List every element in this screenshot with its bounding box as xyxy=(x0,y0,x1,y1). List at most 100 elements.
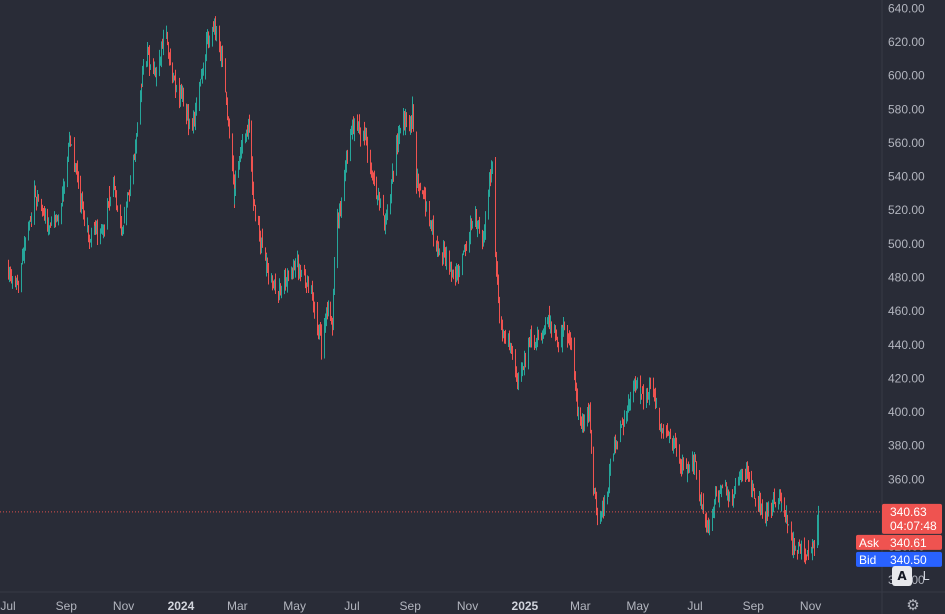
candle-body xyxy=(516,369,517,378)
candle-body xyxy=(703,501,704,513)
candle-body xyxy=(564,324,565,330)
candle-body xyxy=(341,198,342,212)
candle-body xyxy=(267,263,268,266)
candle-body xyxy=(523,367,524,370)
candle-body xyxy=(399,132,400,137)
candle-body xyxy=(324,321,325,355)
candle-body xyxy=(797,551,798,553)
candle-body xyxy=(663,428,664,433)
time-axis[interactable]: Jul Sep Nov 2024 Mar May Jul Sep Nov 2025 Mar May Ju… xyxy=(0,599,821,613)
bid-value: 340.50 xyxy=(890,553,927,567)
candle-body xyxy=(22,256,23,263)
candle-body xyxy=(491,164,492,180)
candle-body xyxy=(43,214,44,216)
candle-body xyxy=(393,172,394,177)
candle-body xyxy=(187,112,188,114)
candle-body xyxy=(463,253,464,255)
candle-body xyxy=(762,506,763,514)
candle-body xyxy=(56,214,57,221)
candle-body xyxy=(633,384,634,399)
candle-body xyxy=(634,381,635,384)
candle-body xyxy=(799,542,800,546)
gear-icon[interactable]: ⚙ xyxy=(906,597,920,614)
candle-body xyxy=(733,497,734,503)
candle-body xyxy=(537,333,538,342)
candle-body xyxy=(371,168,372,176)
candle-body xyxy=(615,442,616,450)
candle-body xyxy=(727,488,728,493)
candle-body xyxy=(47,213,48,230)
candle-body xyxy=(239,157,240,162)
candle-body xyxy=(505,333,506,343)
candle-body xyxy=(305,275,306,285)
ask-label: Ask 340.61 xyxy=(856,534,942,550)
candle-body xyxy=(116,190,117,207)
candle-body xyxy=(404,112,405,126)
candle-body xyxy=(465,247,466,250)
candle-body xyxy=(436,244,437,251)
candle-body xyxy=(173,78,174,80)
time-tick-label: Mar xyxy=(227,599,248,613)
candle-body xyxy=(25,238,26,245)
candle-body xyxy=(610,459,611,471)
candle-body xyxy=(29,220,30,225)
candle-body xyxy=(529,337,530,344)
candle-body xyxy=(159,55,160,69)
candle-body xyxy=(538,333,539,335)
candle-body xyxy=(616,440,617,447)
candle-body xyxy=(682,458,683,473)
log-scale-button[interactable]: L xyxy=(922,569,930,583)
candle-body xyxy=(700,496,701,499)
candle-body xyxy=(128,193,129,195)
candle-body xyxy=(48,225,49,232)
candle-body xyxy=(136,134,137,150)
candle-body xyxy=(251,126,252,167)
candle-body xyxy=(695,457,696,462)
candle-body xyxy=(714,501,715,517)
candle-body xyxy=(372,173,373,175)
candle-body xyxy=(707,523,708,527)
candle-body xyxy=(696,464,697,478)
candle-body xyxy=(609,468,610,472)
price-axis[interactable]: 300.00320.00340.00360.00380.00400.00420.… xyxy=(888,1,925,587)
candle-body xyxy=(194,115,195,126)
candle-body xyxy=(738,479,739,483)
candle-body xyxy=(595,488,596,494)
candle-body xyxy=(206,39,207,56)
candle-body xyxy=(534,338,535,343)
candle-body xyxy=(288,275,289,277)
candle-body xyxy=(484,232,485,234)
candle-body xyxy=(502,320,503,335)
time-tick-label: Jul xyxy=(687,599,702,613)
candle-body xyxy=(811,551,812,553)
candle-body xyxy=(213,29,214,31)
candle-body xyxy=(732,496,733,504)
candle-body xyxy=(44,213,45,218)
candle-body xyxy=(626,416,627,419)
candle-body xyxy=(45,214,46,216)
candle-body xyxy=(242,141,243,146)
candle-body xyxy=(655,392,656,408)
candle-body xyxy=(603,505,604,515)
candle-body xyxy=(390,197,391,210)
candle-body xyxy=(287,273,288,286)
auto-scale-button[interactable]: A xyxy=(892,566,912,586)
candle-body xyxy=(571,343,572,345)
candle-body xyxy=(170,54,171,62)
candle-body xyxy=(262,236,263,247)
candle-body xyxy=(220,48,221,59)
time-tick-label: 2024 xyxy=(168,599,195,613)
candle-body xyxy=(31,215,32,221)
candle-body xyxy=(379,192,380,207)
candle-body xyxy=(77,165,78,176)
candle-body xyxy=(654,391,655,397)
candle-body xyxy=(785,510,786,516)
candle-body xyxy=(591,431,592,448)
candle-body xyxy=(291,271,292,278)
candle-body xyxy=(330,304,331,318)
candle-body xyxy=(68,147,69,158)
candle-body xyxy=(716,490,717,494)
candle-body xyxy=(328,307,329,312)
candle-body xyxy=(794,540,795,548)
